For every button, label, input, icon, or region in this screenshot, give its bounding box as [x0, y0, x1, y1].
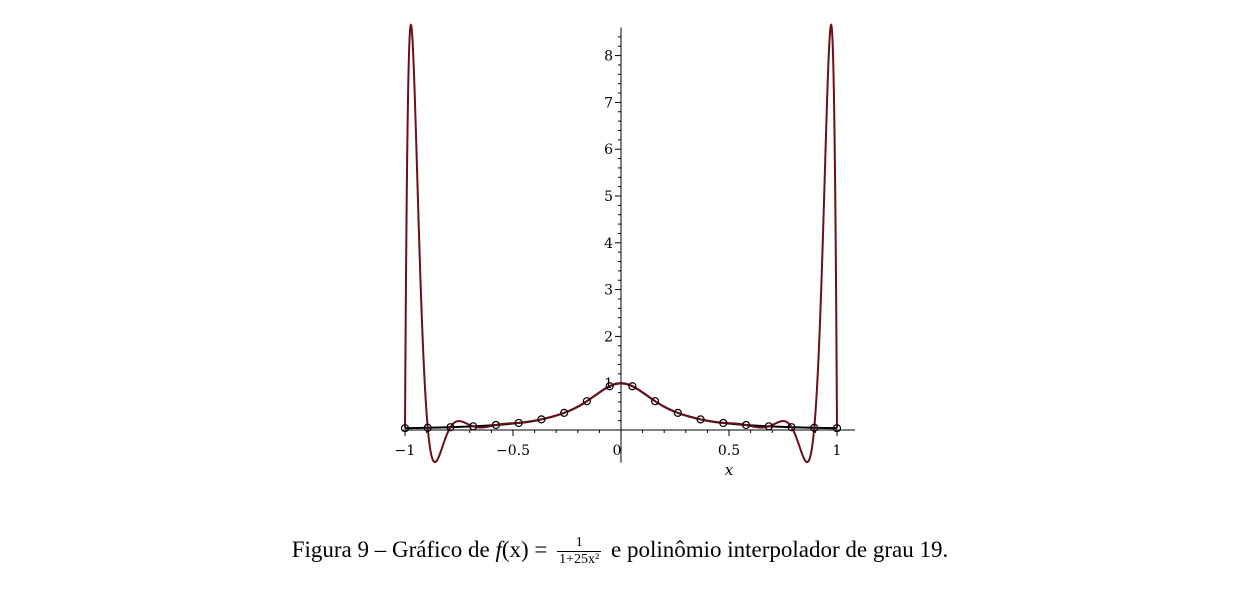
chart: −1 −0.5 0 0.5 1 1 2 3 4 5 6 7 8 x [395, 23, 855, 479]
axes [403, 27, 855, 463]
y-tick-label: 8 [604, 49, 613, 65]
node-markers [400, 382, 842, 433]
node-marker [423, 423, 432, 432]
node-marker [491, 420, 501, 430]
x-tick-label: 1 [833, 443, 842, 459]
node-marker [605, 382, 614, 391]
node-marker [741, 420, 751, 430]
y-tick-label: 2 [604, 329, 613, 345]
x-tick-label: 0 [613, 443, 622, 459]
caption-frac-numerator: 1 [557, 535, 602, 553]
node-marker [673, 408, 682, 417]
x-tick-label: −0.5 [496, 443, 530, 459]
node-marker [400, 424, 410, 433]
y-tick-label: 7 [604, 95, 613, 111]
caption-prefix: Figura 9 – Gráfico de [291, 537, 496, 562]
y-tick-label: 5 [604, 189, 613, 205]
node-marker [810, 423, 819, 432]
y-tick-label: 4 [604, 236, 613, 252]
node-marker [832, 424, 842, 433]
x-axis-label: x [725, 461, 734, 479]
node-marker [469, 422, 478, 431]
node-marker [446, 423, 455, 432]
node-marker [537, 415, 546, 424]
node-marker [582, 397, 591, 406]
caption-func-arg: (x) = [501, 537, 554, 562]
node-marker [514, 418, 523, 428]
y-tick-label: 1 [604, 376, 613, 392]
node-marker [560, 408, 569, 417]
caption-frac-denominator: 1+25x² [559, 552, 600, 568]
y-tick-label: 3 [604, 283, 613, 299]
y-tick-label: 6 [604, 142, 613, 158]
caption-fraction: 1 1+25x² [557, 535, 602, 568]
caption-func-name: f [495, 537, 502, 562]
node-marker [628, 382, 637, 391]
x-tick-label: 0.5 [718, 443, 740, 459]
x-tick-label: −1 [395, 443, 416, 459]
node-marker [764, 422, 773, 431]
figure-caption: Figura 9 – Gráfico de f(x) = 1 1+25x² e p… [0, 530, 1240, 570]
node-marker [719, 418, 728, 428]
node-marker [787, 423, 796, 432]
node-marker [651, 397, 660, 406]
tick-labels: −1 −0.5 0 0.5 1 1 2 3 4 5 6 7 8 x [395, 49, 842, 479]
node-marker [696, 415, 705, 424]
caption-suffix: e polinômio interpolador de grau 19. [605, 537, 949, 562]
